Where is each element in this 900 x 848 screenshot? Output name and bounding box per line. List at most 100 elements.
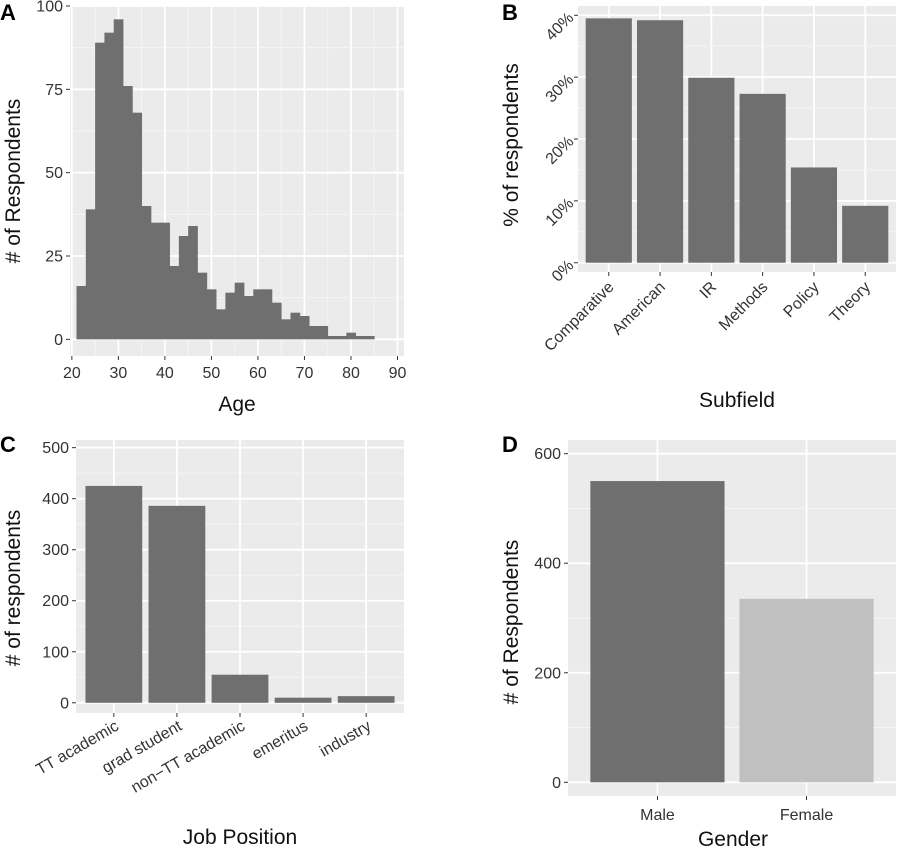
panel-c-x-axis-title: Job Position bbox=[183, 826, 297, 848]
histogram-bar bbox=[188, 226, 198, 340]
x-tick-label: 20 bbox=[63, 365, 81, 382]
y-tick-label: 400 bbox=[534, 556, 561, 573]
histogram-bar bbox=[234, 282, 245, 340]
histogram-bar bbox=[141, 206, 152, 340]
histogram-bar bbox=[327, 336, 338, 340]
histogram-bar bbox=[123, 86, 133, 340]
bar bbox=[274, 697, 332, 703]
panel-d-x-axis-title: Gender bbox=[698, 828, 768, 848]
x-tick-label: 50 bbox=[203, 365, 221, 382]
histogram-bar bbox=[85, 209, 96, 340]
bar bbox=[739, 598, 874, 783]
panel-d-y-axis-title: # of Respondents bbox=[500, 540, 523, 705]
y-tick-label: 40% bbox=[543, 10, 578, 45]
x-tick-label: Methods bbox=[716, 279, 771, 334]
histogram-bar bbox=[169, 266, 180, 340]
bar bbox=[590, 481, 725, 783]
x-tick-label: industry bbox=[317, 718, 374, 761]
bar bbox=[790, 167, 838, 263]
y-tick-label: 50 bbox=[45, 165, 63, 182]
panel-b-bars bbox=[585, 18, 889, 263]
bar bbox=[85, 485, 143, 703]
x-tick-label: emeritus bbox=[249, 718, 311, 763]
y-tick-label: 100 bbox=[36, 0, 63, 16]
histogram-bar bbox=[225, 292, 236, 340]
histogram-bar bbox=[364, 336, 375, 340]
histogram-bar bbox=[197, 272, 208, 340]
bar bbox=[585, 18, 632, 263]
y-tick-label: 25 bbox=[45, 249, 63, 266]
histogram-bar bbox=[206, 289, 217, 340]
x-tick-label: 60 bbox=[249, 365, 267, 382]
histogram-bar bbox=[271, 302, 282, 340]
y-tick-label: 0% bbox=[549, 257, 577, 285]
y-tick-label: 100 bbox=[42, 644, 69, 661]
histogram-bar bbox=[132, 112, 143, 340]
bar bbox=[842, 205, 889, 263]
panel-d-x-ticks: Male Female bbox=[640, 796, 833, 824]
histogram-bar bbox=[253, 289, 263, 340]
histogram-bar bbox=[355, 336, 366, 340]
bar bbox=[739, 93, 786, 263]
panel-c-bars bbox=[85, 485, 395, 703]
y-tick-label: 20% bbox=[543, 133, 578, 168]
x-tick-label: IR bbox=[697, 279, 720, 302]
y-tick-label: 75 bbox=[45, 82, 63, 99]
x-tick-label: 30 bbox=[109, 365, 127, 382]
histogram-bar bbox=[262, 289, 273, 340]
y-tick-label: 0 bbox=[54, 332, 63, 349]
histogram-bar bbox=[150, 222, 161, 340]
x-tick-label: 80 bbox=[342, 365, 360, 382]
panel-a-y-ticks: 0 25 50 75 100 bbox=[36, 0, 70, 349]
histogram-bar bbox=[281, 319, 291, 340]
panel-a-x-axis-title: Age bbox=[218, 393, 255, 416]
panel-b-y-axis-title: % of respondents bbox=[500, 63, 523, 226]
y-tick-label: 200 bbox=[42, 593, 69, 610]
histogram-bar bbox=[290, 312, 301, 340]
y-tick-label: 600 bbox=[534, 446, 561, 463]
bar bbox=[636, 20, 684, 263]
panel-d-y-ticks: 0 200 400 600 bbox=[534, 446, 568, 792]
histogram-bar bbox=[216, 309, 226, 340]
histogram-bar bbox=[178, 236, 189, 340]
x-tick-label: Male bbox=[640, 807, 675, 824]
panel-b-y-ticks: 0% 10% 20% 30% 40% bbox=[543, 10, 578, 285]
x-tick-label: non−TT academic bbox=[128, 718, 248, 797]
panel-c-letter: C bbox=[0, 432, 16, 457]
y-tick-label: 500 bbox=[42, 440, 69, 457]
bar bbox=[148, 505, 206, 703]
x-tick-label: Female bbox=[780, 807, 833, 824]
y-tick-label: 400 bbox=[42, 491, 69, 508]
x-tick-label: American bbox=[609, 279, 669, 339]
y-tick-label: 0 bbox=[60, 695, 69, 712]
panel-a-bars bbox=[76, 19, 375, 340]
histogram-bar bbox=[337, 336, 347, 340]
panel-c-y-ticks: 0 100 200 300 400 500 bbox=[42, 440, 76, 712]
y-tick-label: 0 bbox=[552, 775, 561, 792]
panel-b-letter: B bbox=[502, 0, 518, 25]
histogram-bar bbox=[95, 42, 105, 340]
histogram-bar bbox=[76, 286, 87, 340]
x-tick-label: Comparative bbox=[541, 279, 617, 355]
histogram-bar bbox=[299, 316, 310, 340]
panel-b-x-axis-title: Subfield bbox=[699, 389, 775, 412]
y-tick-label: 200 bbox=[534, 665, 561, 682]
panel-d-letter: D bbox=[502, 432, 518, 457]
panel-a-y-axis-title: # of Respondents bbox=[2, 99, 25, 264]
histogram-bar bbox=[113, 19, 124, 340]
histogram-bar bbox=[309, 326, 319, 340]
histogram-bar bbox=[318, 326, 329, 340]
panel-d-bars bbox=[590, 481, 874, 783]
panel-a: A 20 30 40 50 60 70 80 90 0 25 50 75 100 Age # of R… bbox=[0, 0, 406, 416]
histogram-bar bbox=[160, 222, 170, 340]
x-tick-label: Theory bbox=[827, 279, 874, 326]
y-tick-label: 300 bbox=[42, 542, 69, 559]
y-tick-label: 10% bbox=[543, 195, 578, 230]
x-tick-label: 70 bbox=[296, 365, 314, 382]
bar bbox=[688, 77, 735, 263]
y-tick-label: 30% bbox=[543, 71, 578, 106]
